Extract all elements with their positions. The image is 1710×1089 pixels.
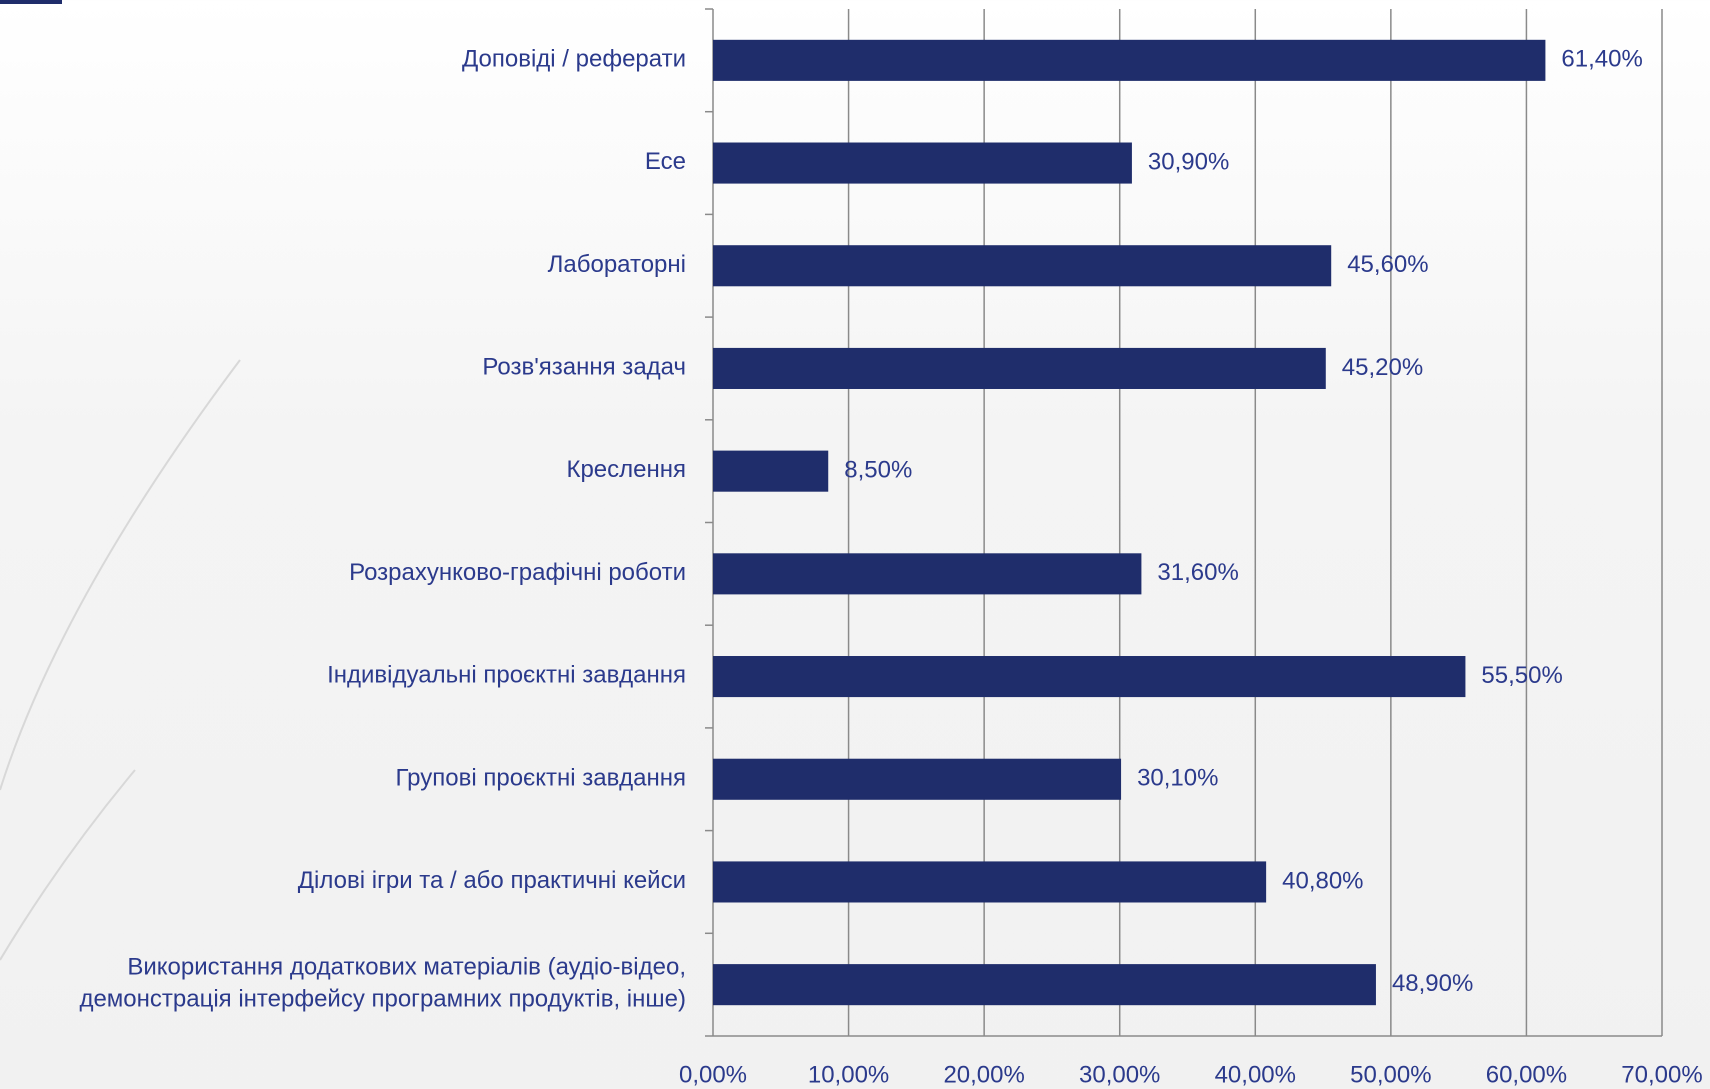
value-label: 31,60%: [1157, 559, 1238, 586]
value-label: 30,10%: [1137, 765, 1218, 792]
x-tick-label: 10,00%: [808, 1061, 889, 1088]
category-label-line: Доповіді / реферати: [462, 46, 686, 73]
decoration: [0, 0, 62, 4]
bar: [713, 964, 1376, 1006]
category-label-line: Розв'язання задач: [482, 354, 686, 381]
bar: [713, 553, 1142, 595]
category-label-line: Розрахунково-графічні роботи: [349, 559, 686, 586]
x-tick-label: 0,00%: [679, 1061, 747, 1088]
value-label: 40,80%: [1282, 867, 1363, 894]
value-label: 61,40%: [1561, 46, 1642, 73]
bar: [713, 450, 829, 492]
category-label-line: Креслення: [566, 456, 686, 483]
category-label: Індивідуальні проєктні завдання: [327, 662, 686, 689]
x-tick-label: 20,00%: [943, 1061, 1024, 1088]
value-label: 8,50%: [844, 456, 912, 483]
value-label: 48,90%: [1392, 970, 1473, 997]
bar: [713, 861, 1267, 903]
x-tick-label: 50,00%: [1350, 1061, 1431, 1088]
category-label: Використання додаткових матеріалів (ауді…: [79, 954, 686, 1013]
value-label: 55,50%: [1481, 662, 1562, 689]
decoration: [0, 769, 136, 961]
x-tick-label: 60,00%: [1486, 1061, 1567, 1088]
category-label-line: Ділові ігри та / або практичні кейси: [298, 867, 686, 894]
x-tick-label: 70,00%: [1621, 1061, 1702, 1088]
bar: [713, 142, 1132, 184]
value-label: 30,90%: [1148, 148, 1229, 175]
bar: [713, 39, 1546, 81]
x-tick-label: 30,00%: [1079, 1061, 1160, 1088]
category-label: Есе: [645, 148, 686, 175]
x-tick-label: 40,00%: [1215, 1061, 1296, 1088]
category-label-line: Лабораторні: [548, 251, 686, 278]
category-label: Лабораторні: [548, 251, 686, 278]
category-label-line: Есе: [645, 148, 686, 175]
category-label: Розрахунково-графічні роботи: [349, 559, 686, 586]
value-label: 45,20%: [1342, 354, 1423, 381]
category-label-line: демонстрація інтерфейсу програмних проду…: [79, 986, 686, 1013]
category-label-line: Індивідуальні проєктні завдання: [327, 662, 686, 689]
category-label-line: Використання додаткових матеріалів (ауді…: [127, 954, 686, 981]
bar: [713, 758, 1122, 800]
category-label: Групові проєктні завдання: [396, 765, 686, 792]
category-label: Розв'язання задач: [482, 354, 686, 381]
category-label-line: Групові проєктні завдання: [396, 765, 686, 792]
category-label: Креслення: [566, 456, 686, 483]
category-label: Доповіді / реферати: [462, 46, 686, 73]
bar: [713, 347, 1326, 389]
category-label: Ділові ігри та / або практичні кейси: [298, 867, 686, 894]
value-label: 45,60%: [1347, 251, 1428, 278]
bar: [713, 656, 1466, 698]
bar: [713, 245, 1332, 287]
decoration: [0, 359, 241, 791]
